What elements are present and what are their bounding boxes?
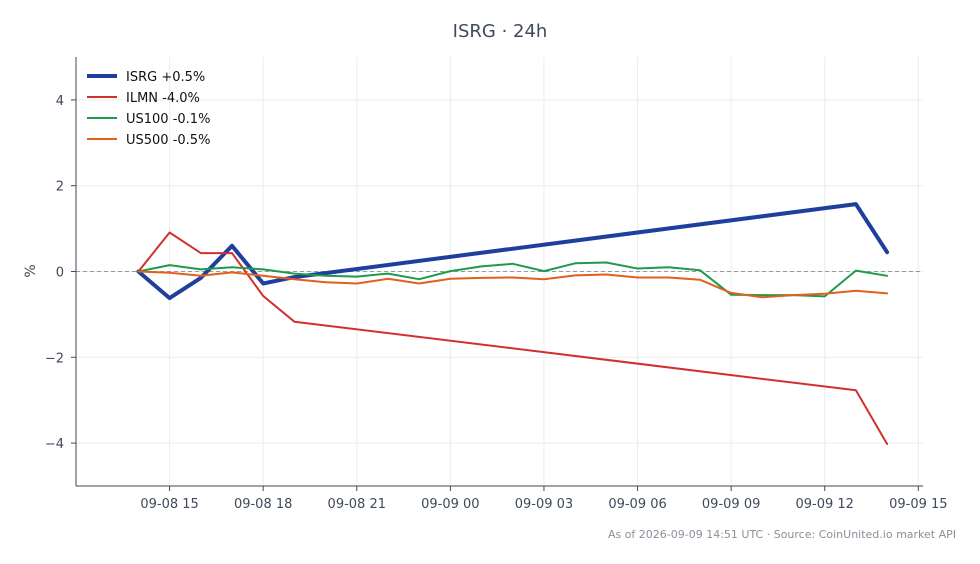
legend-label-0: ISRG +0.5% — [126, 70, 205, 85]
x-tick-label: 09-08 15 — [140, 497, 198, 512]
x-tick-label: 09-09 09 — [702, 497, 760, 512]
legend-label-3: US500 -0.5% — [126, 133, 210, 148]
series-lines — [136, 202, 890, 445]
y-axis-label: % — [23, 264, 39, 277]
chart-title: ISRG · 24h — [453, 21, 548, 42]
y-tick-label: −2 — [45, 351, 64, 366]
y-tick-label: 0 — [56, 266, 64, 281]
x-tick-label: 09-08 21 — [328, 497, 386, 512]
legend: ISRG +0.5% ILMN -4.0% US100 -0.1% US500 -0.… — [87, 70, 210, 148]
x-tick-label: 09-09 15 — [889, 497, 947, 512]
x-tick-label: 09-09 06 — [608, 497, 666, 512]
y-tick-label: 2 — [56, 180, 64, 195]
legend-label-2: US100 -0.1% — [126, 112, 210, 127]
x-tick-label: 09-09 12 — [796, 497, 854, 512]
series-line-2 — [137, 261, 889, 298]
x-axis: 09-08 15 09-08 18 09-08 21 09-09 00 09-09 03… — [140, 486, 948, 512]
y-axis: 4 2 0 −2 −4 — [45, 94, 76, 452]
x-tick-label: 09-08 18 — [234, 497, 292, 512]
footnote: As of 2026-09-09 14:51 UTC · Source: Coi… — [608, 528, 956, 541]
x-tick-label: 09-09 03 — [515, 497, 573, 512]
y-tick-label: −4 — [45, 437, 64, 452]
y-tick-label: 4 — [56, 94, 64, 109]
x-tick-label: 09-09 00 — [421, 497, 479, 512]
series-line-0 — [136, 202, 890, 301]
series-line-3 — [137, 270, 889, 299]
legend-label-1: ILMN -4.0% — [126, 91, 200, 106]
